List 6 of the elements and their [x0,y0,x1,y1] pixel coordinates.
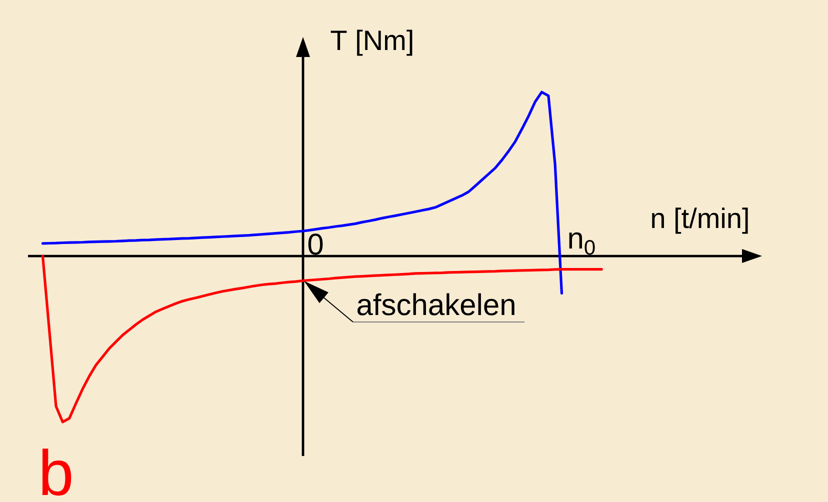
text: b [42,448,72,496]
text: T [Nm] [330,30,412,56]
x-tick-label: 0 [308,234,323,255]
x-tick-label: n$_{0}$ [569,232,595,255]
annotation: afschakelen [357,293,514,316]
x-axis-title: n [t/min] [652,208,748,234]
